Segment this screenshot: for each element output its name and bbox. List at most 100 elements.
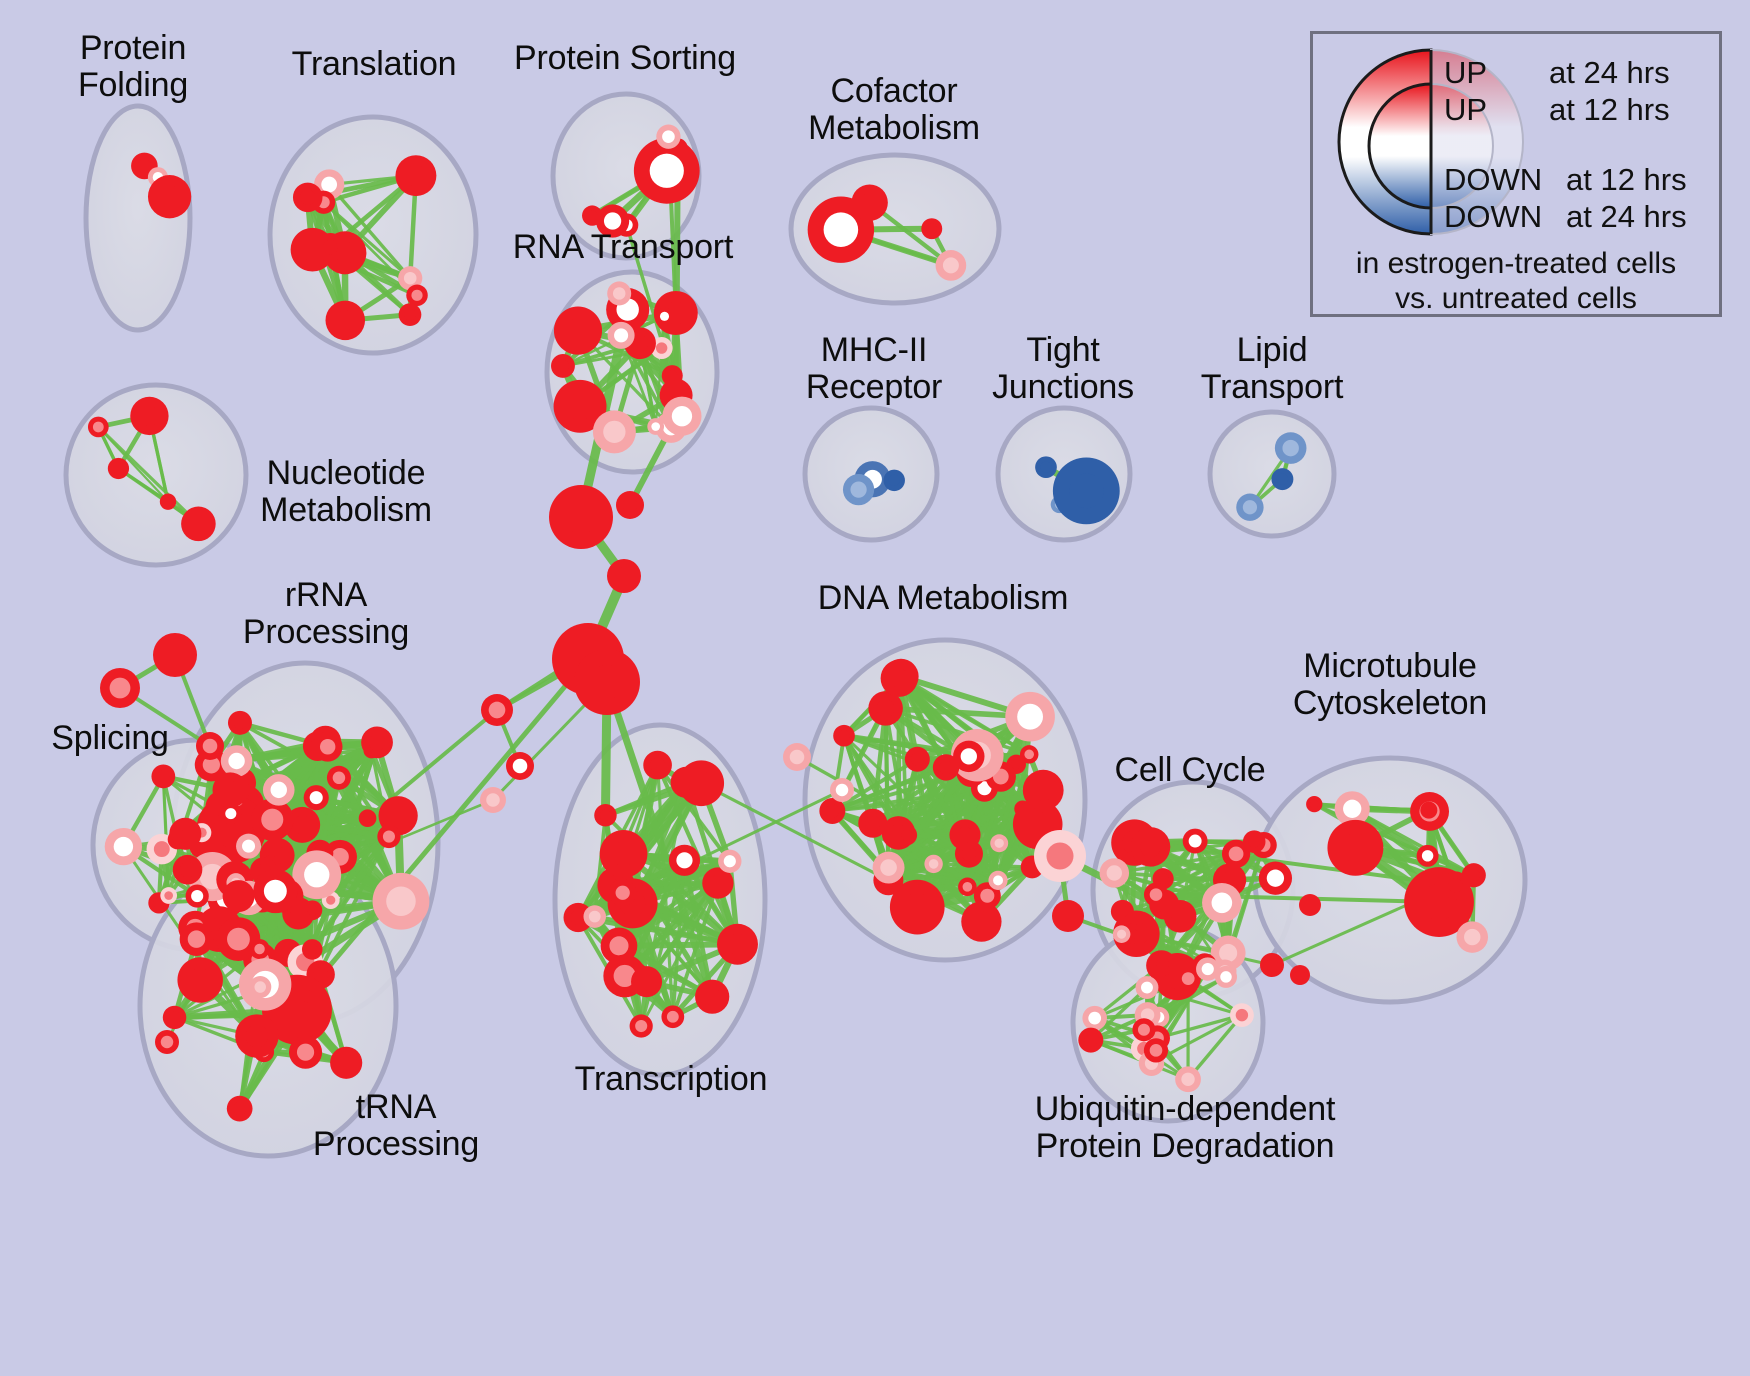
network-node	[1175, 1066, 1201, 1093]
network-node	[1110, 899, 1134, 923]
node-inner-core	[635, 1020, 648, 1033]
node-inner-core	[1140, 836, 1161, 858]
network-node	[1306, 795, 1323, 813]
node-inner-core	[387, 805, 409, 827]
node-inner-core	[179, 861, 196, 878]
network-edge	[1153, 892, 1442, 905]
network-node	[702, 867, 734, 899]
network-node	[1416, 844, 1439, 867]
cluster-label-lipid-transport: Lipid Transport	[1200, 331, 1344, 406]
network-node	[695, 979, 730, 1014]
network-node	[553, 306, 603, 355]
node-inner-core	[942, 257, 959, 274]
network-node	[107, 457, 130, 480]
node-inner-core	[603, 212, 622, 230]
node-inner-core	[1421, 850, 1434, 862]
node-inner-core	[187, 930, 206, 948]
network-node	[1019, 745, 1039, 764]
network-node	[599, 830, 648, 878]
network-node	[249, 975, 272, 999]
network-node	[325, 300, 366, 341]
cluster-label-splicing: Splicing	[51, 719, 169, 757]
network-node	[924, 854, 943, 874]
node-inner-core	[113, 836, 134, 857]
cluster-label-cell-cycle: Cell Cycle	[1114, 751, 1266, 789]
node-inner-core	[160, 1035, 174, 1049]
legend-time-1: at 12 hrs	[1549, 92, 1670, 127]
network-node	[155, 1030, 179, 1054]
network-edge	[795, 755, 971, 856]
network-node	[574, 649, 640, 715]
network-edge	[871, 770, 973, 825]
network-node	[1078, 1027, 1104, 1053]
node-inner-core	[1084, 1033, 1098, 1047]
node-inner-core	[928, 859, 939, 869]
node-inner-core	[486, 793, 500, 807]
network-node	[1099, 858, 1130, 888]
network-edge	[1089, 985, 1149, 1042]
node-inner-core	[586, 210, 598, 221]
network-node	[896, 824, 918, 846]
network-node	[668, 844, 701, 876]
node-inner-core	[1068, 473, 1104, 509]
network-node	[1112, 925, 1131, 943]
network-node	[851, 184, 888, 221]
node-inner-core	[1156, 957, 1170, 971]
network-node	[1334, 791, 1370, 827]
network-node	[1420, 801, 1438, 819]
network-edge	[327, 182, 412, 280]
node-inner-core	[191, 890, 204, 903]
node-inner-core	[850, 481, 867, 498]
node-inner-core	[230, 887, 247, 905]
node-inner-core	[1026, 860, 1039, 873]
network-node	[595, 204, 630, 238]
node-inner-core	[888, 474, 900, 486]
network-node	[1006, 754, 1026, 775]
legend-state-3: DOWN	[1444, 199, 1543, 234]
node-inner-core	[1181, 1072, 1195, 1086]
node-inner-core	[1024, 811, 1051, 838]
network-node	[302, 900, 323, 921]
network-node	[481, 694, 513, 726]
cluster-label-microtubule-cytoskeleton: Microtubule Cytoskeleton	[1292, 647, 1488, 722]
node-inner-core	[570, 909, 586, 926]
legend-node-swatch	[1337, 48, 1524, 236]
node-inner-core	[676, 852, 693, 869]
cluster-label-protein-sorting: Protein Sorting	[514, 39, 736, 77]
network-node	[1196, 957, 1220, 981]
node-inner-core	[232, 1101, 247, 1116]
node-inner-core	[726, 933, 749, 955]
node-inner-core	[611, 841, 636, 867]
node-inner-core	[220, 780, 240, 800]
network-edge	[1186, 1013, 1244, 1081]
node-inner-core	[228, 752, 245, 770]
node-inner-core	[202, 756, 220, 774]
node-inner-core	[322, 239, 338, 255]
node-inner-core	[1340, 833, 1370, 863]
network-node	[162, 1005, 187, 1030]
network-node	[819, 798, 846, 825]
network-node	[833, 724, 855, 747]
network-node	[988, 870, 1008, 890]
node-inner-core	[1011, 759, 1022, 770]
network-node	[253, 869, 298, 914]
node-inner-core	[1046, 842, 1074, 870]
node-inner-core	[1304, 899, 1316, 911]
network-node	[220, 745, 253, 777]
node-inner-core	[1265, 958, 1279, 972]
node-inner-core	[789, 749, 805, 765]
network-node	[953, 740, 985, 773]
network-edge	[309, 656, 591, 990]
network-node	[1082, 1005, 1107, 1031]
node-inner-core	[1448, 878, 1463, 893]
network-node	[670, 766, 702, 798]
network-node	[289, 1035, 323, 1069]
node-inner-core	[835, 783, 849, 797]
network-edge	[654, 315, 666, 428]
node-inner-core	[164, 891, 174, 900]
node-inner-core	[588, 910, 601, 923]
node-inner-core	[225, 808, 237, 820]
network-node	[1022, 769, 1064, 811]
node-inner-core	[622, 497, 638, 513]
node-inner-core	[662, 130, 675, 143]
